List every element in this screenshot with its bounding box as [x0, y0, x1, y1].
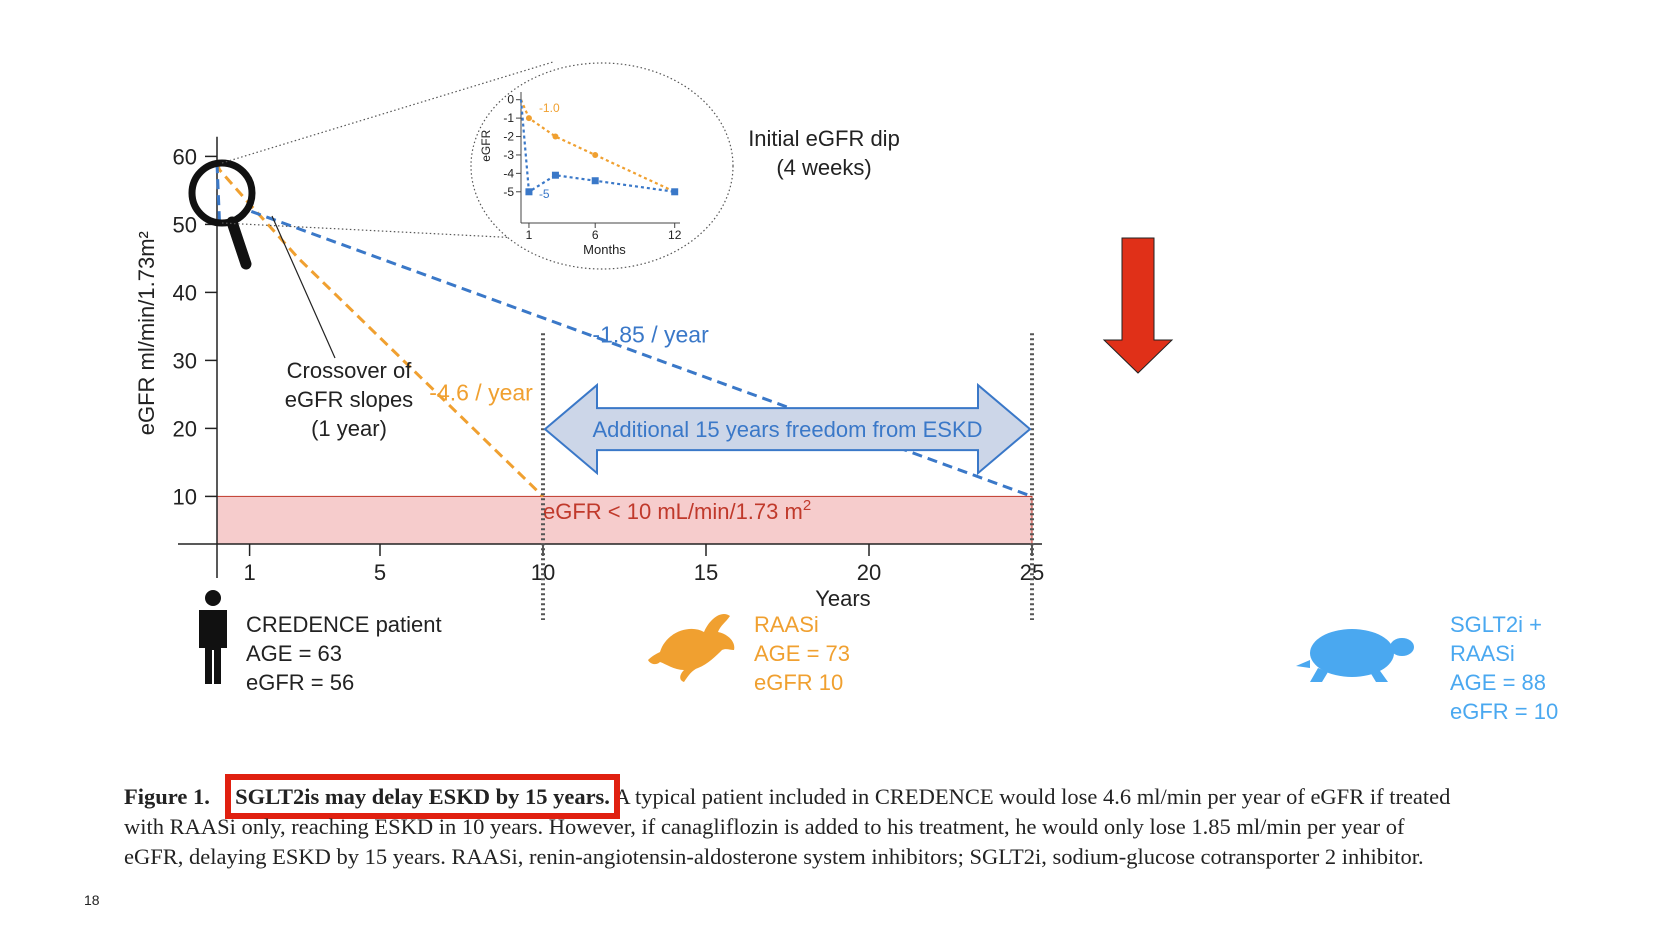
x-tick-label: 1 [243, 560, 255, 585]
inset-y-title: eGFR [479, 129, 493, 161]
y-axis-title: eGFR ml/min/1.73m² [134, 231, 159, 435]
inset-point [591, 177, 599, 185]
inset-point [671, 188, 679, 196]
sglt2i-label-line: RAASi [1450, 641, 1515, 666]
inset-point [525, 188, 533, 196]
y-tick-label: 10 [173, 484, 197, 509]
band-label-sup: 2 [803, 497, 811, 514]
inset-y-tick-label: 0 [507, 93, 514, 107]
inset-point-label: -5 [539, 187, 550, 201]
rabbit-icon [648, 613, 735, 682]
inset-point [525, 115, 532, 122]
span-arrow-label: Additional 15 years freedom from ESKD [592, 417, 982, 442]
inset-chart: 0 -1 -2 -3 -4 -5 1 6 12 Months eGFR -1.0 -5 [470, 62, 734, 270]
caption-label: Figure 1. [124, 784, 210, 809]
crossover-label-line: (1 year) [311, 416, 387, 441]
x-axis-title: Years [815, 586, 870, 611]
span-double-arrow [543, 382, 1032, 476]
x-tick-label: 20 [857, 560, 881, 585]
turtle-icon [1310, 629, 1394, 677]
x-tick-label: 15 [694, 560, 718, 585]
patient-label-line: AGE = 63 [246, 641, 342, 666]
y-tick-label: 30 [173, 348, 197, 373]
inset-y-tick-label: -2 [503, 130, 514, 144]
icons: CREDENCE patient AGE = 63 eGFR = 56 RAASi AG… [199, 590, 1558, 724]
y-tick-label: 60 [173, 144, 197, 169]
turtle-head [1390, 638, 1414, 656]
inset-y-tick-label: -4 [503, 166, 514, 180]
inset-y-tick-label: -3 [503, 148, 514, 162]
inset-point [592, 151, 599, 158]
sglt2i-label-line: SGLT2i + [1450, 612, 1542, 637]
magnifier-handle [226, 216, 252, 270]
y-tick-label: 20 [173, 416, 197, 441]
crossover-label-line: Crossover of [287, 358, 413, 383]
caption-line1-text: A typical patient included in CREDENCE w… [609, 784, 1451, 809]
esrd-threshold-band [216, 495, 1033, 545]
sglt2i-slope-label: -1.85 / year [592, 322, 709, 348]
inset-point-label: -1.0 [539, 101, 560, 115]
patient-label-line: CREDENCE patient [246, 612, 442, 637]
dip-label-line: Initial eGFR dip [748, 126, 900, 151]
caption-line3: eGFR, delaying ESKD by 15 years. RAASi, … [124, 844, 1424, 869]
caption-highlight: SGLT2is may delay ESKD by 15 years. [225, 774, 620, 819]
zoom-line-top [221, 61, 554, 164]
raasi-label-line: RAASi [754, 612, 819, 637]
person-body [199, 610, 227, 684]
inset-point [552, 133, 559, 140]
x-tick-label: 5 [374, 560, 386, 585]
inset-x-title: Months [583, 242, 626, 257]
magnifier-icon [188, 159, 256, 227]
zoom-line-bottom [221, 222, 521, 239]
inset-x-tick-label: 1 [526, 228, 533, 242]
inset-circle [470, 62, 734, 270]
annotations: Additional 15 years freedom from ESKD Cro… [188, 61, 1174, 620]
crossover-label-line: eGFR slopes [285, 387, 413, 412]
page-number: 18 [84, 892, 100, 908]
sglt2i-label-line: AGE = 88 [1450, 670, 1546, 695]
inset-x-tick-label: 6 [592, 228, 599, 242]
band-label: eGFR < 10 mL/min/1.73 m2 [543, 497, 811, 524]
raasi-label-line: AGE = 73 [754, 641, 850, 666]
inset-x-tick-label: 12 [668, 228, 682, 242]
raasi-slope-label: -4.6 / year [429, 380, 533, 406]
y-tick-label: 50 [173, 212, 197, 237]
red-down-arrow [1102, 237, 1174, 374]
person-icon [205, 590, 221, 606]
dip-label-line: (4 weeks) [776, 155, 871, 180]
patient-label-line: eGFR = 56 [246, 670, 354, 695]
inset-series-line [519, 99, 676, 193]
crossover-pointer [271, 215, 336, 359]
turtle-legs [1296, 660, 1388, 682]
inset-y-tick-label: -5 [503, 185, 514, 199]
inset-series-line [519, 99, 675, 194]
inset-point [551, 171, 559, 179]
inset-y-tick-label: -1 [503, 111, 514, 125]
raasi-label-line: eGFR 10 [754, 670, 843, 695]
caption-line2: with RAASi only, reaching ESKD in 10 yea… [124, 814, 1405, 839]
y-tick-label: 40 [173, 280, 197, 305]
sglt2i-label-line: eGFR = 10 [1450, 699, 1558, 724]
